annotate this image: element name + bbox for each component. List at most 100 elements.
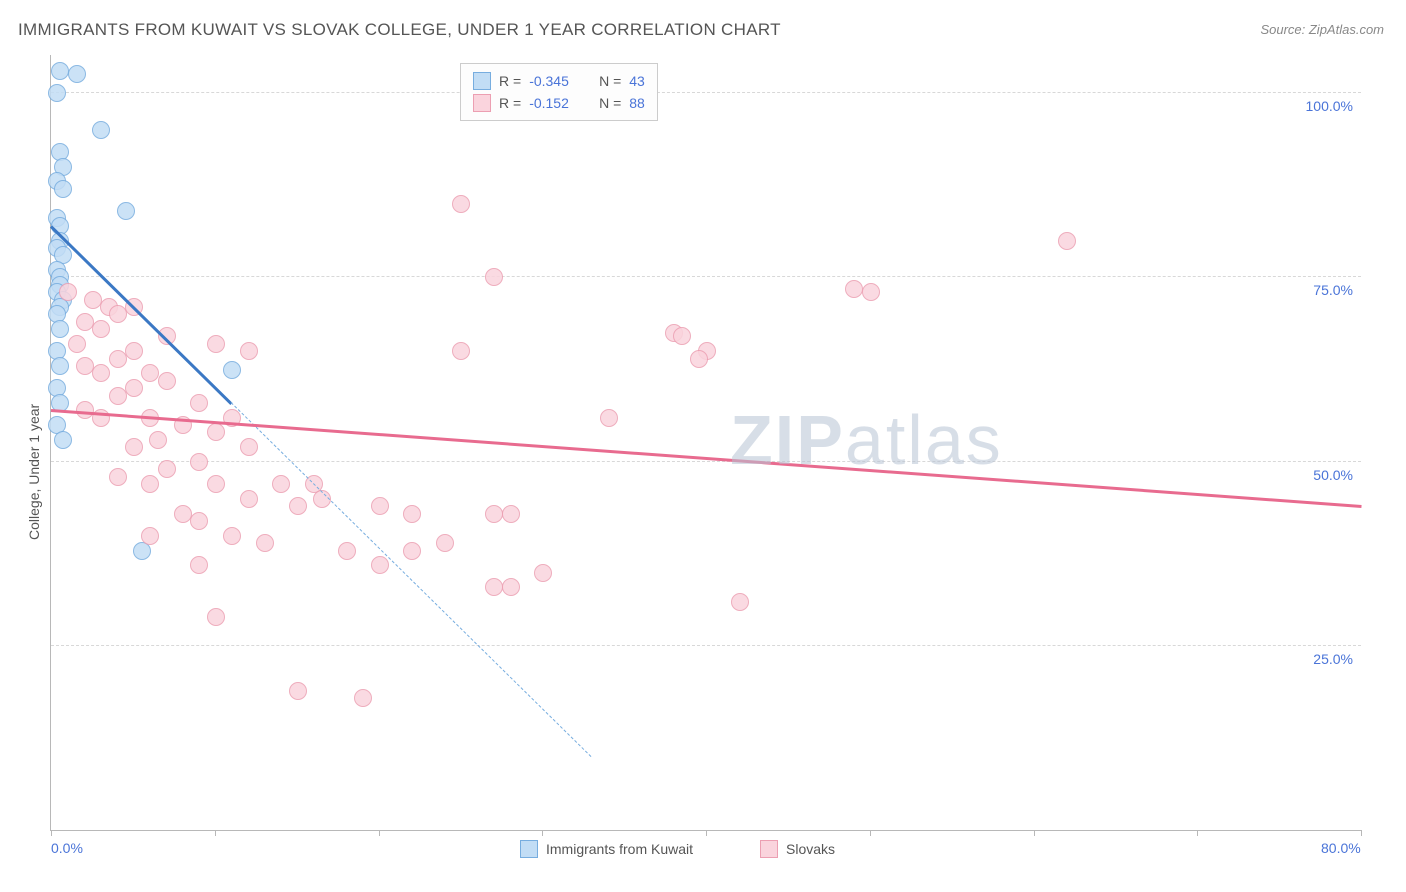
series-legend: Slovaks [760, 840, 835, 858]
scatter-plot: 25.0%50.0%75.0%100.0%0.0%80.0% [50, 55, 1361, 831]
data-point [76, 357, 94, 375]
data-point [149, 431, 167, 449]
data-point [371, 556, 389, 574]
data-point [51, 320, 69, 338]
data-point [289, 497, 307, 515]
series-name: Immigrants from Kuwait [546, 841, 693, 857]
data-point [92, 320, 110, 338]
legend-n-value: 43 [629, 73, 645, 89]
source-label: Source: ZipAtlas.com [1260, 22, 1384, 37]
legend-swatch [473, 94, 491, 112]
data-point [117, 202, 135, 220]
data-point [502, 505, 520, 523]
x-tick-label: 80.0% [1321, 840, 1361, 856]
data-point [109, 350, 127, 368]
data-point [452, 195, 470, 213]
x-tick [870, 830, 871, 836]
x-tick-label: 0.0% [51, 840, 83, 856]
data-point [256, 534, 274, 552]
data-point [51, 62, 69, 80]
legend-row: R = -0.152 N = 88 [473, 92, 645, 114]
x-tick [51, 830, 52, 836]
series-name: Slovaks [786, 841, 835, 857]
data-point [436, 534, 454, 552]
data-point [207, 608, 225, 626]
data-point [403, 542, 421, 560]
data-point [109, 468, 127, 486]
data-point [125, 379, 143, 397]
y-axis-title: College, Under 1 year [26, 404, 42, 540]
y-tick-label: 50.0% [1313, 467, 1353, 483]
data-point [731, 593, 749, 611]
data-point [354, 689, 372, 707]
data-point [92, 364, 110, 382]
data-point [223, 527, 241, 545]
data-point [240, 490, 258, 508]
legend-row: R = -0.345 N = 43 [473, 70, 645, 92]
data-point [59, 283, 77, 301]
data-point [76, 313, 94, 331]
data-point [272, 475, 290, 493]
x-tick [706, 830, 707, 836]
data-point [845, 280, 863, 298]
data-point [141, 475, 159, 493]
correlation-legend: R = -0.345 N = 43R = -0.152 N = 88 [460, 63, 658, 121]
legend-n-label: N = [595, 73, 621, 89]
data-point [48, 84, 66, 102]
x-tick [215, 830, 216, 836]
x-tick [1197, 830, 1198, 836]
data-point [125, 438, 143, 456]
data-point [690, 350, 708, 368]
legend-r-value: -0.152 [529, 95, 587, 111]
legend-r-label: R = [499, 73, 521, 89]
legend-n-label: N = [595, 95, 621, 111]
data-point [190, 556, 208, 574]
x-tick [1361, 830, 1362, 836]
gridline [51, 645, 1361, 646]
data-point [207, 335, 225, 353]
legend-swatch [520, 840, 538, 858]
data-point [68, 65, 86, 83]
data-point [190, 512, 208, 530]
data-point [84, 291, 102, 309]
data-point [125, 342, 143, 360]
data-point [1058, 232, 1076, 250]
gridline [51, 461, 1361, 462]
data-point [371, 497, 389, 515]
data-point [190, 394, 208, 412]
series-legend: Immigrants from Kuwait [520, 840, 693, 858]
data-point [141, 527, 159, 545]
data-point [158, 372, 176, 390]
x-tick [542, 830, 543, 836]
data-point [158, 460, 176, 478]
data-point [223, 361, 241, 379]
data-point [452, 342, 470, 360]
data-point [862, 283, 880, 301]
y-tick-label: 100.0% [1306, 98, 1353, 114]
data-point [502, 578, 520, 596]
data-point [289, 682, 307, 700]
data-point [338, 542, 356, 560]
data-point [109, 387, 127, 405]
x-tick [1034, 830, 1035, 836]
data-point [54, 180, 72, 198]
y-tick-label: 75.0% [1313, 282, 1353, 298]
data-point [141, 364, 159, 382]
gridline [51, 276, 1361, 277]
data-point [534, 564, 552, 582]
data-point [190, 453, 208, 471]
data-point [240, 438, 258, 456]
data-point [92, 121, 110, 139]
y-tick-label: 25.0% [1313, 651, 1353, 667]
data-point [109, 305, 127, 323]
data-point [485, 268, 503, 286]
data-point [673, 327, 691, 345]
legend-n-value: 88 [629, 95, 645, 111]
data-point [485, 505, 503, 523]
gridline [51, 92, 1361, 93]
legend-swatch [760, 840, 778, 858]
data-point [207, 423, 225, 441]
data-point [403, 505, 421, 523]
data-point [485, 578, 503, 596]
data-point [207, 475, 225, 493]
